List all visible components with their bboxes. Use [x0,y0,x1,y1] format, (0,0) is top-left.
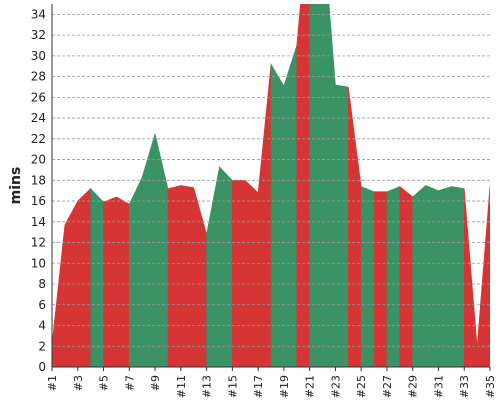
x-tick-label: #5 [98,375,111,391]
y-tick-label: 26 [31,90,46,104]
area-segment-bad [52,224,66,367]
x-tick-label: #17 [252,375,265,398]
area-segment-bad [116,196,130,367]
x-tick-label: #1 [46,375,59,391]
x-tick-label: #15 [226,375,239,398]
area-segment-bad [64,200,79,367]
area-segment-good [425,185,439,367]
y-tick-label: 18 [31,173,46,187]
area-segment-good [438,186,452,367]
y-tick-label: 22 [31,132,46,146]
x-tick-label: #19 [278,375,291,398]
area-segment-good [360,186,375,367]
x-tick-label: #3 [72,375,85,391]
x-tick-label: #35 [484,375,497,398]
area-segment-bad [103,196,117,367]
area-segment-bad [463,188,478,367]
y-tick-label: 0 [38,360,46,374]
area-segment-bad [373,191,388,367]
area-segment-good [141,133,156,367]
area-segment-bad [257,64,272,367]
y-tick-label: 6 [38,298,46,312]
area-segment-bad [399,185,414,367]
area-segment-good [219,166,233,367]
y-tick-label: 2 [38,339,46,353]
area-segment-good [270,63,285,367]
x-tick-label: #23 [329,375,342,398]
y-tick-label: 10 [31,256,46,270]
area-segment-bad [193,187,207,367]
area-segment-bad [244,179,259,367]
x-tick-label: #31 [432,375,445,398]
gridlines [52,13,490,347]
area-segment-good [283,45,298,367]
y-tick-label: 4 [38,319,46,333]
area-segment-bad [180,185,195,367]
area-segment-bad [347,86,362,367]
y-tick-label: 12 [31,236,46,250]
y-tick-label: 16 [31,194,46,208]
x-tick-label: #9 [149,375,162,391]
x-tick-label: #11 [175,375,188,398]
x-tick-label: #7 [123,375,136,391]
y-tick-label: 34 [31,7,46,21]
y-tick-label: 24 [31,111,46,125]
x-tick-label: #13 [201,375,214,398]
area-segment-bad [232,180,246,367]
area-segment-good [322,4,336,367]
area-segment-bad [296,4,310,367]
y-axis-label: mins [8,167,24,205]
area-segments [52,4,490,367]
x-tick-label: #29 [407,375,420,398]
area-segment-good [335,84,349,367]
x-tick-label: #21 [304,375,317,398]
y-tick-label: 20 [31,153,46,167]
y-tick-label: 14 [31,215,46,229]
x-tick-label: #25 [355,375,368,398]
area-segment-bad [476,185,490,367]
area-segment-good [412,184,426,367]
area-segment-bad [167,185,182,367]
y-tick-label: 30 [31,49,46,63]
area-segment-bad [77,187,91,367]
area-segment-good [451,186,465,367]
x-tick-label: #33 [458,375,471,398]
area-segment-good [309,4,323,367]
area-segment-good [128,177,143,367]
area-segment-good [154,133,169,367]
x-tick-labels: #1 #3 #5 #7 #9 #11 #13 #15 #17 #19 #21 #23 #25 #27 #29… [46,367,497,398]
y-tick-label: 32 [31,28,46,42]
x-tick-label: #27 [381,375,394,398]
y-tick-label: 28 [31,70,46,84]
area-segment-good [206,166,220,367]
y-tick-label: 8 [38,277,46,291]
area-segment-good [386,186,401,367]
area-segment-good [90,187,104,367]
axes [51,4,490,368]
